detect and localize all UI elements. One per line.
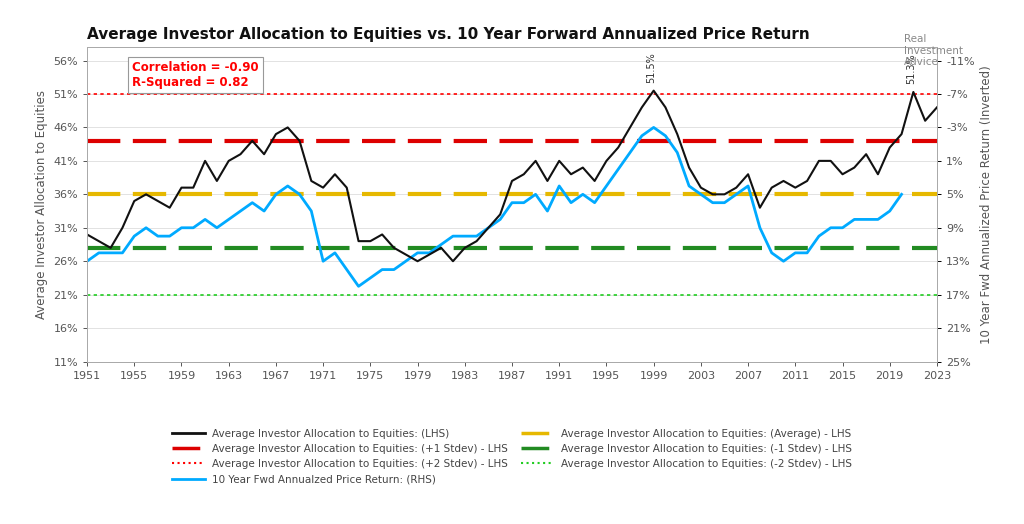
Y-axis label: Average Investor Allocation to Equities: Average Investor Allocation to Equities [35,90,48,319]
Text: Average Investor Allocation to Equities vs. 10 Year Forward Annualized Price Ret: Average Investor Allocation to Equities … [87,27,810,42]
Text: 51.3%: 51.3% [906,53,916,84]
Text: Correlation = -0.90
R-Squared = 0.82: Correlation = -0.90 R-Squared = 0.82 [132,61,259,89]
Text: Real
Investment
Advice: Real Investment Advice [904,34,964,67]
Text: 51.5%: 51.5% [646,52,656,83]
Legend: Average Investor Allocation to Equities: (LHS), Average Investor Allocation to E: Average Investor Allocation to Equities:… [168,424,856,488]
Y-axis label: 10 Year Fwd Annualized Price Return (Inverted): 10 Year Fwd Annualized Price Return (Inv… [980,65,993,344]
